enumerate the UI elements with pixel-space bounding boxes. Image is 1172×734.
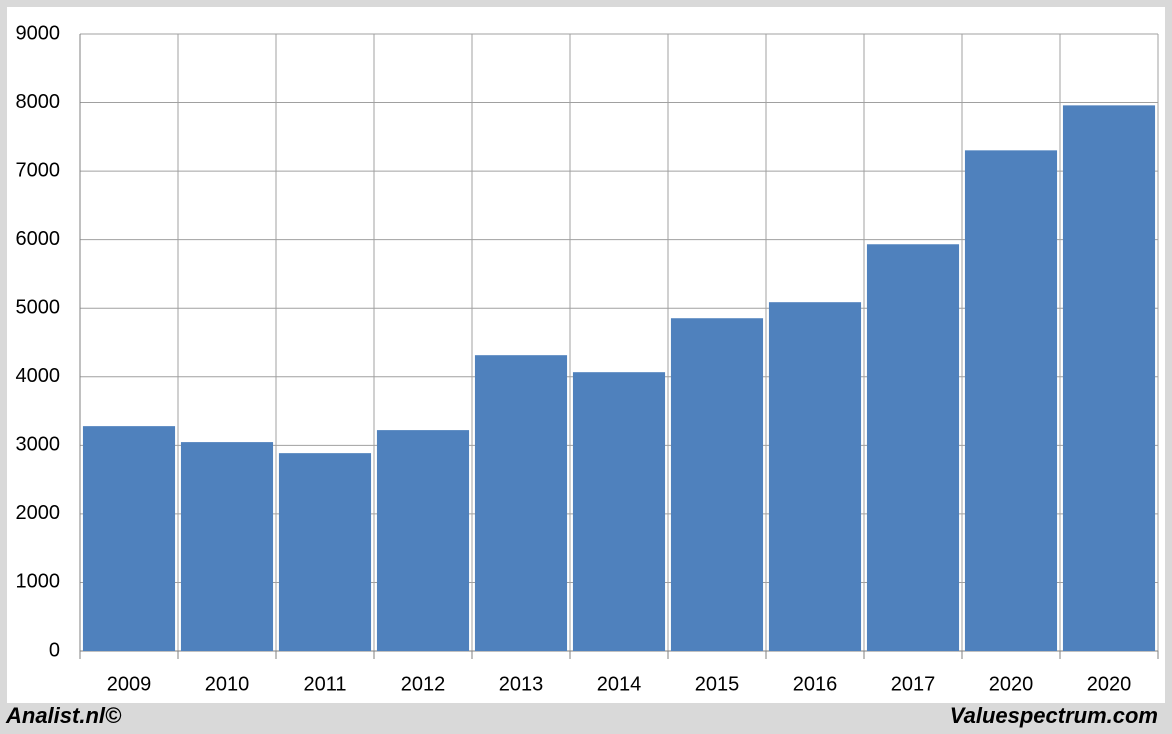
x-tick-label: 2011 xyxy=(303,673,346,695)
y-tick-label: 0 xyxy=(49,639,60,661)
bar xyxy=(572,372,666,651)
x-tick-label: 2012 xyxy=(401,673,446,695)
x-tick-label: 2014 xyxy=(597,673,642,695)
y-tick-label: 5000 xyxy=(16,297,61,319)
y-tick-label: 1000 xyxy=(16,571,61,593)
y-tick-label: 3000 xyxy=(16,434,61,456)
bar xyxy=(670,318,764,651)
bar xyxy=(1062,105,1156,651)
x-tick-label: 2013 xyxy=(499,673,544,695)
bar xyxy=(278,453,372,651)
bar xyxy=(768,302,862,651)
bar xyxy=(376,430,470,651)
x-tick-label: 2017 xyxy=(891,673,936,695)
x-tick-label: 2016 xyxy=(793,673,838,695)
bar xyxy=(964,150,1058,651)
bar xyxy=(82,426,176,651)
y-tick-label: 7000 xyxy=(16,159,61,181)
bar xyxy=(474,355,568,651)
y-tick-label: 9000 xyxy=(16,22,61,44)
bar xyxy=(866,244,960,651)
y-tick-label: 8000 xyxy=(16,91,61,113)
x-tick-label: 2020 xyxy=(989,673,1034,695)
bar xyxy=(180,442,274,651)
source-left: Analist.nl© xyxy=(5,703,122,728)
source-right: Valuespectrum.com xyxy=(950,703,1158,728)
y-tick-label: 6000 xyxy=(16,228,61,250)
x-tick-label: 2015 xyxy=(695,673,740,695)
x-tick-label: 2010 xyxy=(205,673,250,695)
x-tick-label: 2009 xyxy=(107,673,152,695)
y-tick-label: 4000 xyxy=(16,365,61,387)
x-tick-label: 2020 xyxy=(1087,673,1132,695)
y-tick-label: 2000 xyxy=(16,502,61,524)
